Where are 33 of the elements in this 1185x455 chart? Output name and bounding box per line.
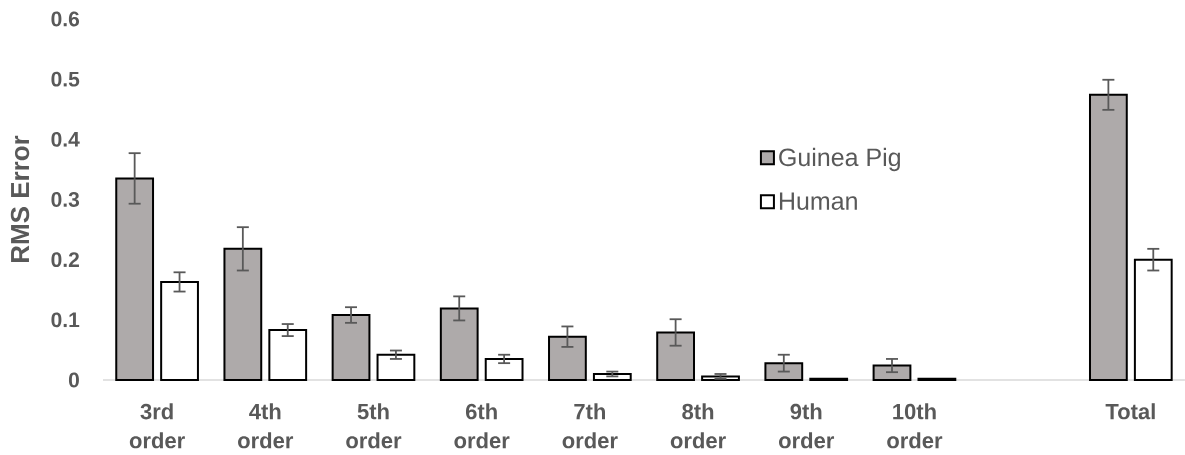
y-axis-title: RMS Error — [10, 135, 30, 263]
x-tick-label: 4th order — [238, 403, 294, 449]
y-tick-label: 0.3 — [51, 192, 80, 207]
y-tick-label: 0.2 — [51, 252, 79, 268]
bar — [656, 331, 695, 381]
bar — [331, 314, 371, 381]
x-tick-label: 8th order — [670, 403, 726, 449]
x-tick-label: 7th order — [562, 403, 618, 449]
bar — [268, 329, 308, 381]
legend-label: Guinea Pig — [779, 147, 900, 172]
bar — [376, 353, 416, 381]
bar — [439, 307, 479, 381]
bar — [484, 357, 524, 381]
y-tick-label: 0.6 — [51, 11, 80, 27]
x-tick-label: 10th order — [887, 403, 943, 449]
y-tick-label: 0.5 — [51, 71, 80, 87]
x-tick-label: 3rd order — [129, 403, 185, 449]
bar — [223, 247, 263, 381]
legend-label: Human — [779, 192, 857, 210]
bar — [872, 364, 912, 381]
bar — [548, 335, 587, 381]
bar — [115, 177, 155, 381]
y-tick-label: 0 — [68, 372, 79, 388]
bar — [1088, 93, 1128, 381]
y-tick-label: 0.1 — [51, 312, 80, 328]
x-tick-label: 9th order — [778, 403, 835, 449]
bar — [160, 280, 199, 381]
y-tick-label: 0.4 — [51, 131, 80, 147]
x-tick-label: Total — [1105, 403, 1155, 420]
x-tick-label: 6th order — [454, 403, 510, 449]
x-tick-label: 5th order — [346, 403, 402, 449]
bar — [1133, 258, 1173, 381]
bar — [764, 362, 804, 381]
